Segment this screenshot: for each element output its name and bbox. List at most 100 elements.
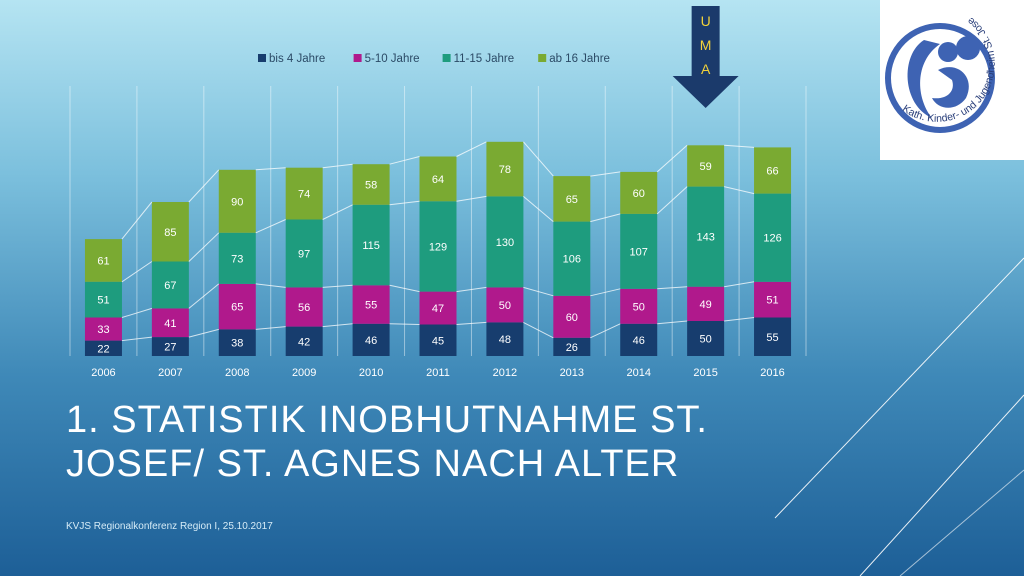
bar-segment xyxy=(84,281,122,318)
bar-segment xyxy=(486,322,524,356)
bar-segment xyxy=(754,317,792,356)
x-tick-label: 2015 xyxy=(693,367,717,379)
logo-graphic: Kath. Kinder- und Jugendheim St. Josef xyxy=(879,0,998,133)
bar-segment xyxy=(486,141,524,197)
bar-segment xyxy=(218,283,256,330)
data-label: 42 xyxy=(298,336,310,348)
stacked-bar-chart: 22 33 51 61 2006 27 41 67 85 2007 38 65 73 90 2008 42 56… xyxy=(84,6,792,379)
bar-segment xyxy=(687,286,725,321)
data-label: 65 xyxy=(566,194,578,206)
legend-swatch xyxy=(442,54,451,62)
series-connector xyxy=(724,281,755,288)
series-connector xyxy=(523,286,554,297)
series-connector xyxy=(255,326,286,330)
bar-segment xyxy=(687,186,725,287)
bar-segment xyxy=(352,323,390,356)
legend-label: 5-10 Jahre xyxy=(365,53,420,65)
data-label: 56 xyxy=(298,302,310,314)
footer-text: KVJS Regionalkonferenz Region I, 25.10.2… xyxy=(66,521,273,532)
series-connector xyxy=(188,328,219,338)
bar-segment xyxy=(419,324,457,356)
series-connector xyxy=(657,320,688,325)
bar-segment xyxy=(151,337,189,356)
bar-segment xyxy=(218,232,256,284)
bar-segment xyxy=(285,167,323,220)
data-label: 55 xyxy=(766,332,778,344)
bar-segment xyxy=(553,337,591,356)
data-label: 58 xyxy=(365,180,377,192)
bar-segment xyxy=(151,261,189,309)
series-connector xyxy=(456,286,487,293)
legend-swatch xyxy=(258,54,266,62)
data-label: 60 xyxy=(566,312,578,324)
data-label: 50 xyxy=(633,301,645,313)
bar-segment xyxy=(419,291,457,325)
data-label: 115 xyxy=(362,240,380,252)
data-label: 61 xyxy=(97,255,109,267)
bar-segment xyxy=(151,202,189,262)
series-connector xyxy=(389,156,420,165)
series-connector xyxy=(523,141,554,177)
series-connector xyxy=(456,195,487,202)
series-connector xyxy=(322,323,353,328)
data-label: 51 xyxy=(766,295,778,307)
logo: Kath. Kinder- und Jugendheim St. Josef xyxy=(879,0,1024,160)
series-connector xyxy=(188,232,220,262)
data-label: 55 xyxy=(365,300,377,312)
series-connector xyxy=(523,321,554,339)
series-connector xyxy=(656,144,688,173)
data-label: 41 xyxy=(164,318,176,330)
bar-segment xyxy=(687,145,725,187)
series-connector xyxy=(389,323,420,325)
data-label: 65 xyxy=(231,302,243,314)
bar-segment xyxy=(553,176,591,222)
series-connector xyxy=(456,321,487,325)
logo-figure-icon xyxy=(907,40,940,118)
x-tick-label: 2013 xyxy=(560,367,584,379)
data-label: 64 xyxy=(432,174,444,186)
bar-segment xyxy=(151,308,189,338)
data-label: 46 xyxy=(365,335,377,347)
bar-segment xyxy=(754,193,792,282)
bar-segment xyxy=(620,288,658,324)
bar-segment xyxy=(754,147,792,194)
series-connector xyxy=(255,167,286,171)
data-label: 50 xyxy=(499,300,511,312)
series-connector xyxy=(657,286,688,290)
series-connector xyxy=(456,141,487,157)
data-label: 74 xyxy=(298,189,310,201)
series-connector xyxy=(255,219,286,234)
bar-segment xyxy=(486,287,524,323)
x-tick-label: 2010 xyxy=(359,367,383,379)
bar-segment xyxy=(352,285,390,324)
series-connector xyxy=(121,261,153,283)
data-label: 73 xyxy=(231,253,243,265)
x-tick-label: 2012 xyxy=(493,367,517,379)
series-connector xyxy=(590,323,621,339)
data-label: 85 xyxy=(164,227,176,239)
series-connector xyxy=(724,317,755,322)
legend-swatch xyxy=(538,54,547,62)
bar-segment xyxy=(486,196,524,288)
x-tick-label: 2014 xyxy=(626,367,650,379)
bar-segment xyxy=(285,287,323,327)
series-connector xyxy=(523,196,554,222)
series-connector xyxy=(322,204,353,220)
x-tick-label: 2016 xyxy=(760,367,784,379)
data-label: 126 xyxy=(763,233,781,245)
data-label: 49 xyxy=(700,299,712,311)
slide-title-line-2: Josef/ St. Agnes nach Alter xyxy=(66,443,680,485)
data-label: 51 xyxy=(97,295,109,307)
bar-segment xyxy=(620,323,658,356)
bar-segment xyxy=(620,213,658,289)
series-connector xyxy=(322,284,353,288)
data-label: 26 xyxy=(566,342,578,354)
slide-title-line-1: 1. Statistik Inobhutnahme St. xyxy=(66,399,708,441)
data-label: 47 xyxy=(432,303,444,315)
series-connector xyxy=(590,288,621,297)
bar-segment xyxy=(84,317,122,341)
data-label: 59 xyxy=(700,161,712,173)
series-connector xyxy=(322,163,353,169)
series-connector xyxy=(188,169,220,203)
bar-segment xyxy=(84,239,122,282)
